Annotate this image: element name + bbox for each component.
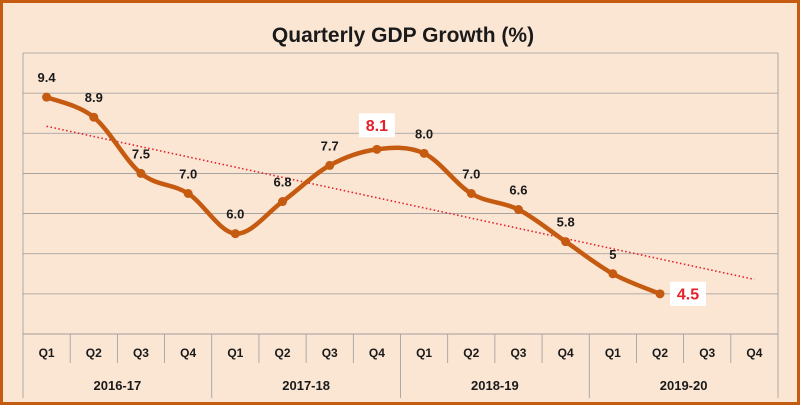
data-label-highlight: 4.5 xyxy=(677,286,699,303)
x-tick-label: Q4 xyxy=(180,346,196,360)
data-point xyxy=(278,197,288,207)
data-point xyxy=(466,189,476,198)
year-group-label: 2019-20 xyxy=(660,378,708,393)
data-point xyxy=(42,92,52,102)
data-point xyxy=(89,112,99,122)
year-group-label: 2018-19 xyxy=(471,378,519,393)
data-point xyxy=(230,229,240,239)
data-point xyxy=(608,269,618,279)
data-point xyxy=(325,160,335,170)
data-label: 7.0 xyxy=(179,167,197,182)
highlight-label-box xyxy=(358,113,395,138)
data-points xyxy=(42,92,665,299)
x-tick-label: Q1 xyxy=(416,346,432,360)
data-point xyxy=(183,189,193,198)
data-label: 8.0 xyxy=(415,126,433,141)
gdp-growth-chart: Quarterly GDP Growth (%) 9.4 8.9 7.5 7.0 6.0… xyxy=(22,24,779,398)
x-tick-label: Q2 xyxy=(652,346,668,360)
data-label-highlight: 8.1 xyxy=(366,118,388,135)
data-point xyxy=(419,148,429,158)
data-label: 6.6 xyxy=(509,183,527,198)
x-tick-label: Q3 xyxy=(322,346,338,360)
x-tick-label: Q1 xyxy=(39,346,55,360)
x-tick-label: Q1 xyxy=(605,346,621,360)
year-group-labels: 2016-17 2017-18 2018-19 2019-20 xyxy=(94,378,708,393)
x-tick-label: Q4 xyxy=(558,346,574,360)
x-tick-label: Q2 xyxy=(275,346,291,360)
data-label: 7.7 xyxy=(321,138,339,153)
year-group-label: 2016-17 xyxy=(94,378,142,393)
data-labels: 9.4 8.9 7.5 7.0 6.0 6.8 7.7 8.1 8.0 7.0 6.6 5.8 5 4.5 xyxy=(38,70,707,306)
data-label: 7.5 xyxy=(132,146,150,161)
trendline-group xyxy=(46,125,755,281)
data-label: 9.4 xyxy=(38,70,57,85)
data-label: 7.0 xyxy=(462,167,480,182)
data-label: 8.9 xyxy=(85,90,103,105)
chart-title: Quarterly GDP Growth (%) xyxy=(272,24,534,47)
highlight-label-box xyxy=(670,281,707,306)
trendline xyxy=(46,125,755,281)
data-point xyxy=(513,205,523,215)
data-point xyxy=(136,168,146,178)
data-label: 5.8 xyxy=(557,215,575,230)
data-point xyxy=(655,289,665,299)
x-tick-label: Q4 xyxy=(746,346,762,360)
x-tick-label: Q3 xyxy=(510,346,526,360)
x-tick-label: Q2 xyxy=(463,346,479,360)
x-tick-label: Q1 xyxy=(227,346,243,360)
x-tick-label: Q4 xyxy=(369,346,385,360)
year-group-label: 2017-18 xyxy=(282,378,330,393)
data-point xyxy=(372,144,382,154)
data-label: 6.8 xyxy=(273,175,291,190)
data-point xyxy=(561,237,571,247)
gridlines xyxy=(23,52,778,335)
series-line xyxy=(44,94,663,297)
x-tick-label: Q2 xyxy=(86,346,102,360)
x-tick-label: Q3 xyxy=(699,346,715,360)
x-axis-ticks: Q1 Q2 Q3 Q4 Q1 Q2 Q3 Q4 Q1 Q2 Q3 Q4 Q1 Q2 Q3 Q4 xyxy=(39,346,763,360)
x-tick-label: Q3 xyxy=(133,346,149,360)
data-label: 5 xyxy=(609,247,616,262)
data-label: 6.0 xyxy=(226,207,244,222)
series-line-group xyxy=(44,94,663,297)
plot-frame xyxy=(22,53,779,398)
